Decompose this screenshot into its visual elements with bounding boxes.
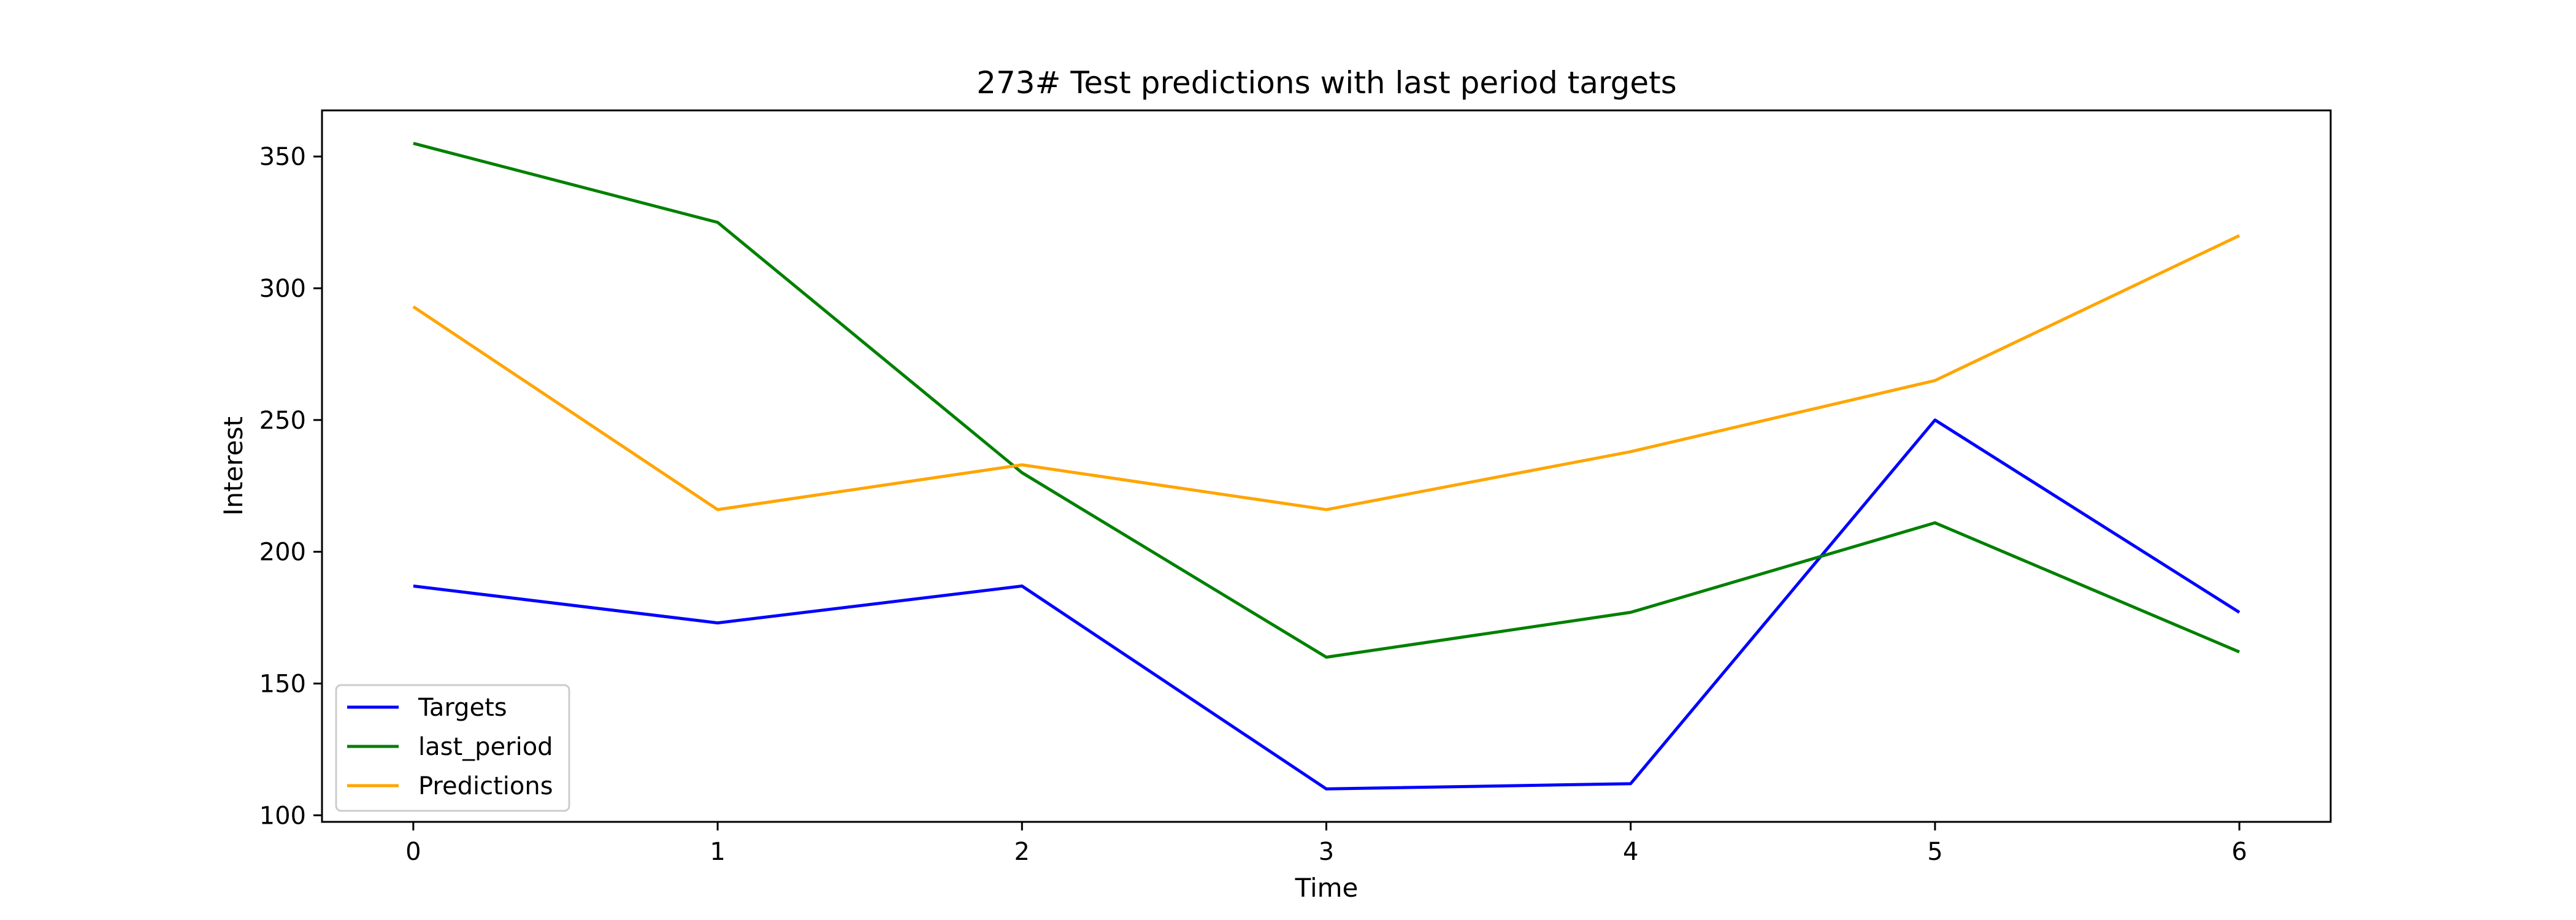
x-tick-label: 4	[1623, 838, 1638, 866]
y-tick-label: 250	[259, 407, 306, 435]
plot-frame	[321, 109, 2332, 823]
y-tick-label: 150	[259, 670, 306, 698]
y-tick-label: 350	[259, 143, 306, 171]
y-axis: 100 150 200 250 300 350	[259, 143, 322, 830]
series-line-targets	[413, 418, 2241, 791]
y-tick-label: 200	[259, 539, 306, 567]
x-axis-label: Time	[1295, 873, 1359, 903]
y-tick-label: 100	[259, 802, 306, 830]
chart-title: 273# Test predictions with last period t…	[976, 65, 1677, 101]
x-tick-label: 5	[1927, 838, 1942, 866]
series-line-last-period	[413, 142, 2241, 659]
x-tick-label: 0	[405, 838, 421, 866]
legend: Targets last_period Predictions	[335, 684, 570, 812]
legend-box	[335, 684, 570, 812]
legend-label-last-period: last_period	[418, 733, 553, 761]
legend-label-targets: Targets	[418, 694, 507, 722]
series-line-predictions	[412, 234, 2241, 512]
plot-area	[321, 109, 2332, 823]
x-tick-label: 1	[710, 838, 725, 866]
x-axis: 0 1 2 3 4 5 6	[405, 822, 2247, 866]
legend-label-predictions: Predictions	[418, 772, 553, 800]
y-axis-label: Interest	[218, 416, 248, 516]
series-lines	[412, 142, 2241, 791]
y-tick-label: 300	[259, 275, 306, 303]
x-tick-label: 3	[1319, 838, 1334, 866]
x-tick-label: 2	[1014, 838, 1030, 866]
x-tick-label: 6	[2231, 838, 2247, 866]
